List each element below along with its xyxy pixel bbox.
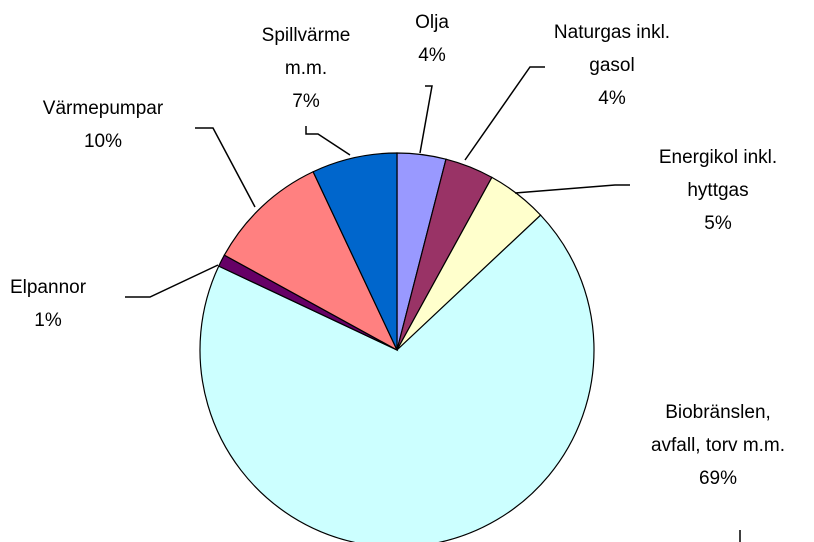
slice-label: Elpannor 1% xyxy=(0,271,96,337)
value-label: 10% xyxy=(83,131,123,152)
value-label: 5% xyxy=(704,213,732,234)
category-label: Naturgas inkl. gasol xyxy=(553,22,671,76)
pie-slice xyxy=(223,170,399,352)
category-label: Elpannor xyxy=(9,277,87,298)
leader-line xyxy=(125,264,219,298)
leader-line xyxy=(464,66,545,161)
slice-label: Olja 4% xyxy=(392,6,472,72)
leader-line xyxy=(195,127,256,208)
category-label: Spillvärme m.m. xyxy=(261,25,351,79)
slice-label: Biobränslen, avfall, torv m.m. 69% xyxy=(648,396,788,495)
category-label: Biobränslen, avfall, torv m.m. xyxy=(650,402,786,456)
category-label: Värmepumpar xyxy=(42,98,164,119)
category-label: Olja xyxy=(415,12,449,33)
slice-label: Spillvärme m.m. 7% xyxy=(246,19,366,118)
leader-line xyxy=(514,184,630,194)
category-label: Energikol inkl. hyttgas xyxy=(658,147,778,201)
leader-lines xyxy=(125,66,741,542)
value-label: 69% xyxy=(698,468,738,489)
slice-label: Energikol inkl. hyttgas 5% xyxy=(638,141,798,240)
leader-line xyxy=(305,126,351,156)
value-label: 7% xyxy=(292,91,320,112)
pie-slice xyxy=(312,152,398,351)
slice-label: Värmepumpar 10% xyxy=(13,92,193,158)
pie-slice xyxy=(199,214,595,542)
value-label: 1% xyxy=(34,310,62,331)
slice-label: Naturgas inkl. gasol 4% xyxy=(542,16,682,115)
leader-line xyxy=(419,85,433,154)
value-label: 4% xyxy=(418,45,446,66)
value-label: 4% xyxy=(598,88,626,109)
